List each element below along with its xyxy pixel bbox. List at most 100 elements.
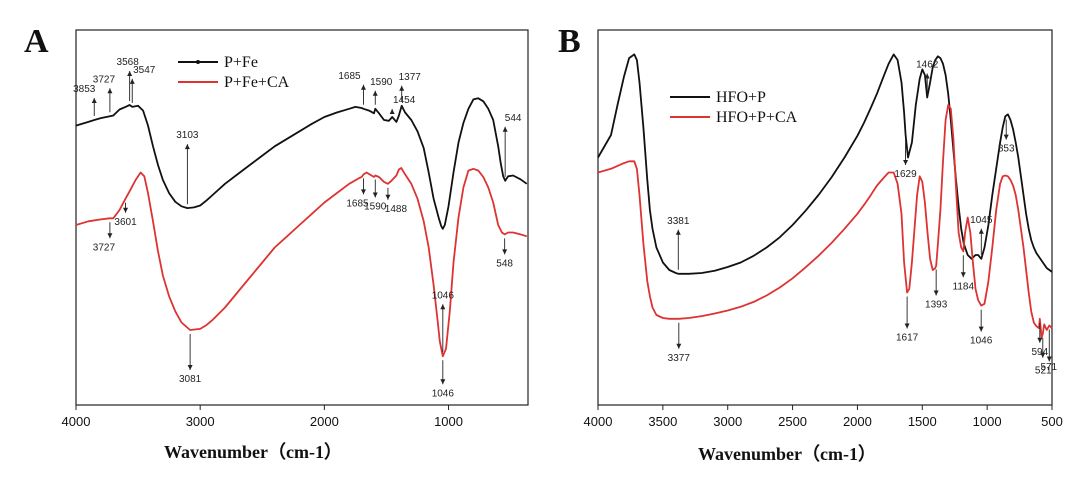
panel-letter: B: [558, 23, 581, 60]
peak-label: 1590: [364, 202, 387, 213]
plot-frame: [75, 29, 529, 406]
peak-label: 3601: [114, 217, 137, 228]
peak-annotation: 594: [1031, 322, 1049, 358]
arrow-head: [385, 194, 391, 200]
arrow-head: [676, 343, 682, 349]
arrow-head: [372, 192, 378, 198]
peak-annotation: 1590: [370, 77, 393, 105]
peak-annotation: 1629: [894, 139, 917, 180]
legend-label: HFO+P+CA: [716, 109, 798, 126]
arrow-head: [502, 249, 508, 255]
x-tick-label: 2000: [310, 414, 339, 429]
x-tick-label: 4000: [62, 414, 91, 429]
peak-annotation: 1045: [970, 215, 993, 255]
peak-annotation: 1046: [432, 290, 454, 353]
panel-a: A 4000 3000 2000 1000 Wavenumber（cm-1） P+Fe P+F…: [24, 23, 529, 462]
peak-label: 3727: [93, 242, 116, 253]
peak-label: 1377: [399, 72, 422, 83]
legend-label: P+Fe+CA: [224, 74, 290, 91]
peak-annotation: 3377: [668, 322, 690, 364]
x-axis-label: Wavenumber（cm-1）: [164, 442, 342, 462]
peak-label: 1617: [896, 333, 919, 344]
peak-label: 594: [1031, 347, 1048, 358]
arrow-head: [107, 233, 113, 239]
legend-marker: [196, 60, 200, 64]
x-tick-label: 3000: [186, 414, 215, 429]
peak-annotation: 3081: [179, 334, 202, 385]
series-line-1: [597, 53, 1053, 275]
peak-annotation: 521: [1035, 329, 1052, 377]
panel-letter: A: [24, 23, 49, 60]
peak-annotation: 1377: [399, 72, 422, 102]
peak-annotation: 3727: [93, 74, 115, 113]
arrow-head: [903, 160, 909, 165]
x-tick-label: 2500: [778, 414, 807, 429]
peak-label: 1685: [338, 71, 361, 82]
x-tick-label: 1000: [973, 414, 1002, 429]
peak-annotation: 3601: [114, 202, 137, 228]
arrow-head: [502, 126, 508, 132]
peak-annotation: 1046: [432, 360, 455, 399]
arrow-head: [1003, 134, 1009, 140]
arrow-head: [360, 189, 366, 195]
x-tick-label: 500: [1041, 414, 1063, 429]
peak-annotation: 1488: [385, 187, 408, 215]
peak-annotation: 1462: [916, 60, 939, 94]
arrow-head: [399, 85, 405, 91]
peak-annotation: 1454: [389, 95, 416, 114]
x-tick-label: 2000: [843, 414, 872, 429]
peak-annotation: 853: [998, 119, 1015, 155]
peak-label: 1046: [432, 388, 455, 399]
peak-label: 3568: [117, 57, 140, 68]
legend-label: P+Fe: [224, 54, 258, 71]
x-axis-label: Wavenumber（cm-1）: [698, 444, 876, 464]
arrow-head: [372, 90, 378, 96]
panel-b: B 4000 3500 3000 2500 2000 1500 1000 500 Wavenumb…: [558, 23, 1063, 464]
arrow-head: [978, 326, 984, 332]
arrow-head: [1046, 356, 1052, 362]
arrow-head: [978, 228, 984, 234]
peak-label: 1045: [970, 215, 993, 226]
peak-label: 1393: [925, 300, 948, 311]
peak-label: 1184: [953, 281, 975, 292]
peak-annotation: 1590: [364, 179, 387, 213]
peak-annotation: 3727: [93, 222, 116, 253]
arrow-head: [184, 144, 190, 150]
series-line-2: [75, 167, 528, 358]
peak-label: 544: [505, 113, 522, 124]
arrow-head: [127, 71, 133, 76]
peak-label: 571: [1040, 362, 1057, 373]
peak-label: 3381: [667, 216, 690, 227]
peak-annotation: 1393: [925, 269, 948, 311]
peak-annotation: 3103: [176, 130, 199, 205]
peak-label: 3853: [73, 84, 96, 95]
peak-label: 1462: [916, 60, 939, 71]
arrow-head: [123, 207, 129, 213]
arrow-head: [675, 229, 681, 235]
peak-annotation: 1617: [896, 296, 919, 344]
peak-label: 548: [496, 258, 513, 269]
peak-label: 1685: [346, 198, 369, 209]
series-line-2: [597, 104, 1053, 339]
peak-annotation: 548: [496, 238, 513, 269]
arrow-head: [440, 379, 446, 385]
arrow-head: [924, 73, 930, 79]
x-tick-label: 1500: [908, 414, 937, 429]
arrow-head: [960, 272, 966, 278]
arrow-head: [933, 290, 939, 296]
arrow-head: [904, 323, 910, 329]
peak-label: 1488: [385, 204, 408, 215]
arrow-head: [1040, 352, 1046, 358]
peak-annotation: 1685: [338, 71, 366, 105]
legend-label: HFO+P: [716, 89, 766, 106]
arrow-head: [107, 88, 113, 94]
peak-annotation: 1046: [970, 309, 993, 347]
peak-annotation: 3547: [129, 65, 156, 103]
peak-annotation: 3853: [73, 84, 97, 116]
x-tick-label: 3000: [713, 414, 742, 429]
peak-label: 1046: [970, 336, 993, 347]
arrow-head: [389, 109, 395, 114]
arrow-head: [129, 78, 135, 84]
arrow-head: [187, 365, 193, 370]
